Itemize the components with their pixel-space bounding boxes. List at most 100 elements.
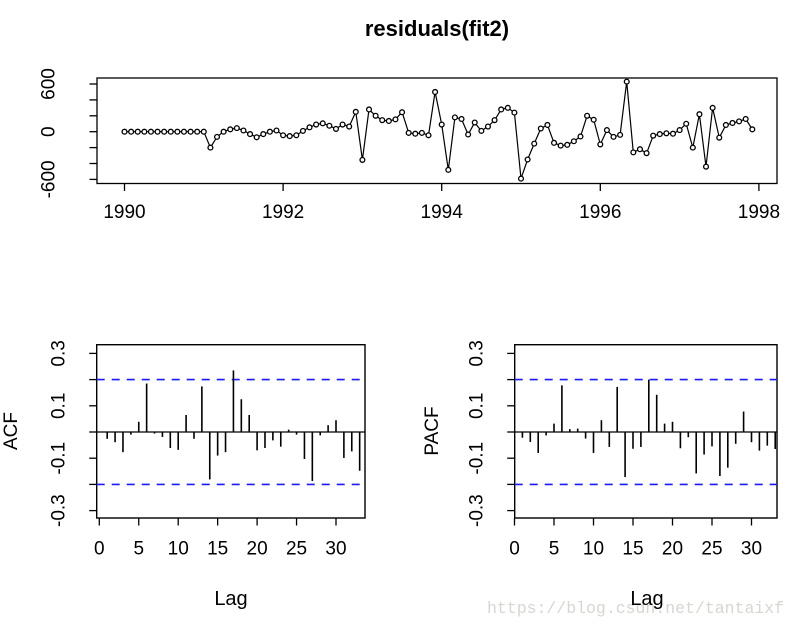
data-point-marker <box>174 128 181 135</box>
data-point-marker <box>438 121 445 128</box>
data-point-marker <box>405 129 412 136</box>
data-point-marker <box>537 125 544 132</box>
data-point-marker <box>425 132 432 139</box>
data-point-marker <box>663 130 670 137</box>
data-point-marker <box>471 119 478 126</box>
data-point-marker <box>200 128 207 135</box>
data-point-marker <box>517 175 525 182</box>
data-point-marker <box>729 119 736 127</box>
data-point-marker <box>531 140 538 147</box>
data-point-marker <box>141 128 148 135</box>
data-point-marker <box>584 112 591 119</box>
y-tick-label: 0.3 <box>466 340 487 366</box>
x-tick-label: 10 <box>583 539 604 560</box>
data-point-marker <box>432 88 439 95</box>
data-point-marker <box>385 117 392 125</box>
x-tick-label: 25 <box>701 539 722 560</box>
data-point-marker <box>247 131 254 138</box>
residuals-plot-box <box>96 77 778 185</box>
data-point-marker <box>564 141 571 148</box>
data-point-marker <box>207 144 214 151</box>
data-point-marker <box>504 104 511 111</box>
data-point-marker <box>260 131 267 138</box>
data-point-marker <box>636 146 643 153</box>
data-point-marker <box>465 131 472 138</box>
data-point-marker <box>273 127 280 134</box>
data-point-marker <box>676 127 683 134</box>
x-tick-label: 1990 <box>103 202 145 223</box>
data-point-marker <box>643 150 650 157</box>
acf-x-axis-label: Lag <box>214 588 248 610</box>
data-point-marker <box>365 106 373 113</box>
data-point-marker <box>233 125 240 132</box>
data-point-marker <box>630 149 637 156</box>
data-point-marker <box>590 116 597 123</box>
data-point-marker <box>352 108 359 115</box>
x-tick-label: 20 <box>247 539 268 560</box>
pacf-x-axis-label: Lag <box>630 588 664 610</box>
data-point-marker <box>524 156 531 163</box>
data-point-marker <box>716 134 723 141</box>
data-point-marker <box>286 133 293 140</box>
x-tick-label: 30 <box>325 539 346 560</box>
x-tick-label: 5 <box>549 539 560 560</box>
data-point-marker <box>418 129 425 136</box>
data-point-marker <box>669 130 677 137</box>
data-point-marker <box>689 144 696 151</box>
x-tick-label: 30 <box>741 539 762 560</box>
data-point-marker <box>180 128 188 135</box>
data-point-marker <box>134 128 141 135</box>
data-point-marker <box>306 124 313 131</box>
data-point-marker <box>253 134 260 141</box>
y-tick-label: 0.3 <box>48 340 69 366</box>
data-point-marker <box>597 141 604 148</box>
data-point-marker <box>319 120 326 127</box>
data-point-marker <box>742 115 749 123</box>
residuals-line <box>124 80 753 180</box>
x-tick-label: 0 <box>94 539 105 560</box>
y-tick-label: 0 <box>39 126 60 137</box>
data-point-marker <box>610 133 617 140</box>
data-point-marker <box>577 133 584 140</box>
plot-title: residuals(fit2) <box>364 16 510 41</box>
data-point-marker <box>412 130 419 137</box>
x-tick-label: 15 <box>622 539 643 560</box>
data-point-marker <box>372 112 379 119</box>
data-point-marker <box>617 131 624 138</box>
data-point-marker <box>544 121 551 128</box>
x-tick-label: 5 <box>133 539 144 560</box>
y-tick-label: -0.3 <box>466 494 487 527</box>
data-point-marker <box>603 127 610 134</box>
y-tick-label: 0.1 <box>48 393 69 419</box>
data-point-marker <box>359 156 366 163</box>
y-tick-label: 600 <box>39 68 60 100</box>
data-point-marker <box>451 114 458 121</box>
data-point-marker <box>702 163 710 170</box>
x-tick-label: 1992 <box>262 202 304 223</box>
data-point-marker <box>570 138 577 145</box>
data-point-marker <box>154 128 161 135</box>
data-point-marker <box>147 128 154 135</box>
data-point-marker <box>266 128 273 135</box>
data-point-marker <box>736 118 743 125</box>
watermark-text: https://blog.csdn.net/tantaixf <box>487 599 785 618</box>
data-point-marker <box>650 132 657 139</box>
data-point-marker <box>379 117 386 124</box>
data-point-marker <box>299 127 306 134</box>
x-tick-label: 0 <box>509 539 520 560</box>
y-tick-label: -0.1 <box>466 442 487 475</box>
data-point-marker <box>346 123 353 130</box>
y-tick-label: 0.1 <box>466 393 487 419</box>
y-tick-label: -0.1 <box>48 442 69 475</box>
x-tick-label: 15 <box>207 539 228 560</box>
data-point-marker <box>498 106 505 113</box>
data-point-marker <box>213 133 221 140</box>
data-point-marker <box>749 126 756 133</box>
data-point-marker <box>491 117 498 124</box>
x-tick-label: 1994 <box>421 202 464 223</box>
data-point-marker <box>121 128 128 135</box>
data-point-marker <box>484 123 492 130</box>
y-tick-label: -600 <box>39 160 60 198</box>
